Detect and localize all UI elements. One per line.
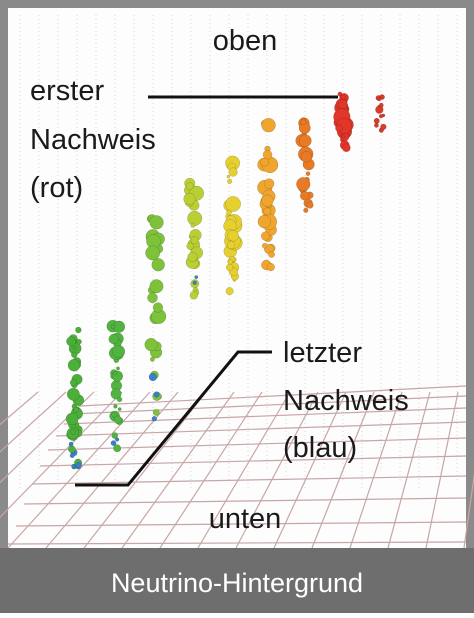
hit bbox=[69, 442, 73, 446]
hit bbox=[342, 135, 345, 138]
hit bbox=[262, 195, 274, 207]
hit bbox=[262, 243, 267, 248]
hit bbox=[111, 325, 115, 329]
hit bbox=[306, 172, 310, 176]
hit bbox=[150, 280, 164, 294]
hit bbox=[153, 303, 163, 313]
hit bbox=[228, 259, 233, 264]
hit bbox=[303, 208, 308, 213]
hit bbox=[268, 251, 274, 257]
hit bbox=[374, 123, 378, 127]
figure: oben erster Nachweis (rot) letzter Nachw… bbox=[0, 0, 474, 613]
hit bbox=[299, 135, 311, 147]
hit bbox=[153, 409, 159, 415]
hit bbox=[109, 334, 119, 344]
hit bbox=[76, 462, 82, 468]
hit bbox=[296, 177, 310, 191]
label-first: (rot) bbox=[30, 172, 83, 204]
hit bbox=[260, 158, 268, 166]
hit bbox=[227, 241, 235, 249]
caption: Neutrino-Hintergrund bbox=[111, 568, 363, 598]
hit bbox=[68, 359, 80, 371]
hit bbox=[229, 168, 238, 177]
hit bbox=[191, 223, 195, 227]
hit bbox=[68, 446, 75, 453]
label-first: Nachweis bbox=[30, 124, 156, 156]
hit bbox=[342, 144, 350, 152]
hit bbox=[115, 438, 119, 442]
hit bbox=[70, 453, 74, 457]
hit bbox=[112, 345, 125, 358]
hit bbox=[191, 236, 199, 244]
label-last: Nachweis bbox=[283, 385, 409, 417]
hit bbox=[262, 118, 276, 132]
hit bbox=[300, 191, 309, 200]
hit bbox=[152, 416, 157, 421]
hit bbox=[154, 392, 160, 398]
hit bbox=[379, 103, 383, 107]
hit bbox=[66, 337, 75, 346]
hit bbox=[150, 215, 164, 229]
hit bbox=[118, 408, 121, 411]
label-top: oben bbox=[213, 25, 278, 57]
hit bbox=[374, 118, 379, 123]
hit bbox=[227, 179, 232, 184]
hit bbox=[190, 291, 198, 299]
label-last: (blau) bbox=[283, 432, 357, 464]
hit bbox=[228, 230, 239, 241]
hit bbox=[379, 114, 383, 118]
hit bbox=[149, 373, 157, 381]
hit bbox=[114, 371, 118, 375]
hit bbox=[147, 293, 157, 303]
hit bbox=[150, 357, 154, 361]
hit bbox=[264, 179, 274, 189]
hit bbox=[267, 263, 275, 271]
hit bbox=[146, 246, 160, 260]
hit bbox=[70, 379, 77, 386]
hit bbox=[116, 367, 119, 370]
hit bbox=[186, 182, 193, 189]
hit bbox=[335, 125, 342, 132]
hit bbox=[301, 120, 306, 125]
hit bbox=[307, 202, 314, 209]
hit bbox=[145, 338, 158, 351]
label-first: erster bbox=[30, 75, 104, 107]
label-bottom: unten bbox=[209, 503, 282, 535]
hit bbox=[73, 346, 76, 349]
hit bbox=[380, 124, 386, 130]
hit bbox=[227, 175, 230, 178]
hit bbox=[184, 193, 196, 205]
hit bbox=[66, 413, 78, 425]
hit bbox=[117, 397, 122, 402]
hit bbox=[225, 196, 240, 211]
hit bbox=[258, 215, 271, 228]
hit bbox=[75, 327, 81, 333]
hit bbox=[67, 388, 79, 400]
label-last: letzter bbox=[283, 337, 362, 369]
hit bbox=[226, 264, 233, 271]
hit bbox=[111, 440, 116, 445]
hit bbox=[114, 405, 118, 409]
hit bbox=[338, 100, 347, 109]
hit bbox=[71, 429, 76, 434]
hit bbox=[193, 281, 197, 285]
hit bbox=[261, 232, 270, 241]
hit bbox=[195, 276, 198, 279]
hit bbox=[114, 416, 121, 423]
hit bbox=[71, 352, 77, 358]
hit bbox=[188, 252, 198, 262]
hit bbox=[264, 208, 271, 215]
hit bbox=[226, 210, 231, 215]
hit bbox=[76, 339, 81, 344]
hit bbox=[378, 98, 381, 101]
hit bbox=[226, 287, 233, 294]
hit bbox=[301, 151, 312, 162]
hit bbox=[73, 407, 78, 412]
